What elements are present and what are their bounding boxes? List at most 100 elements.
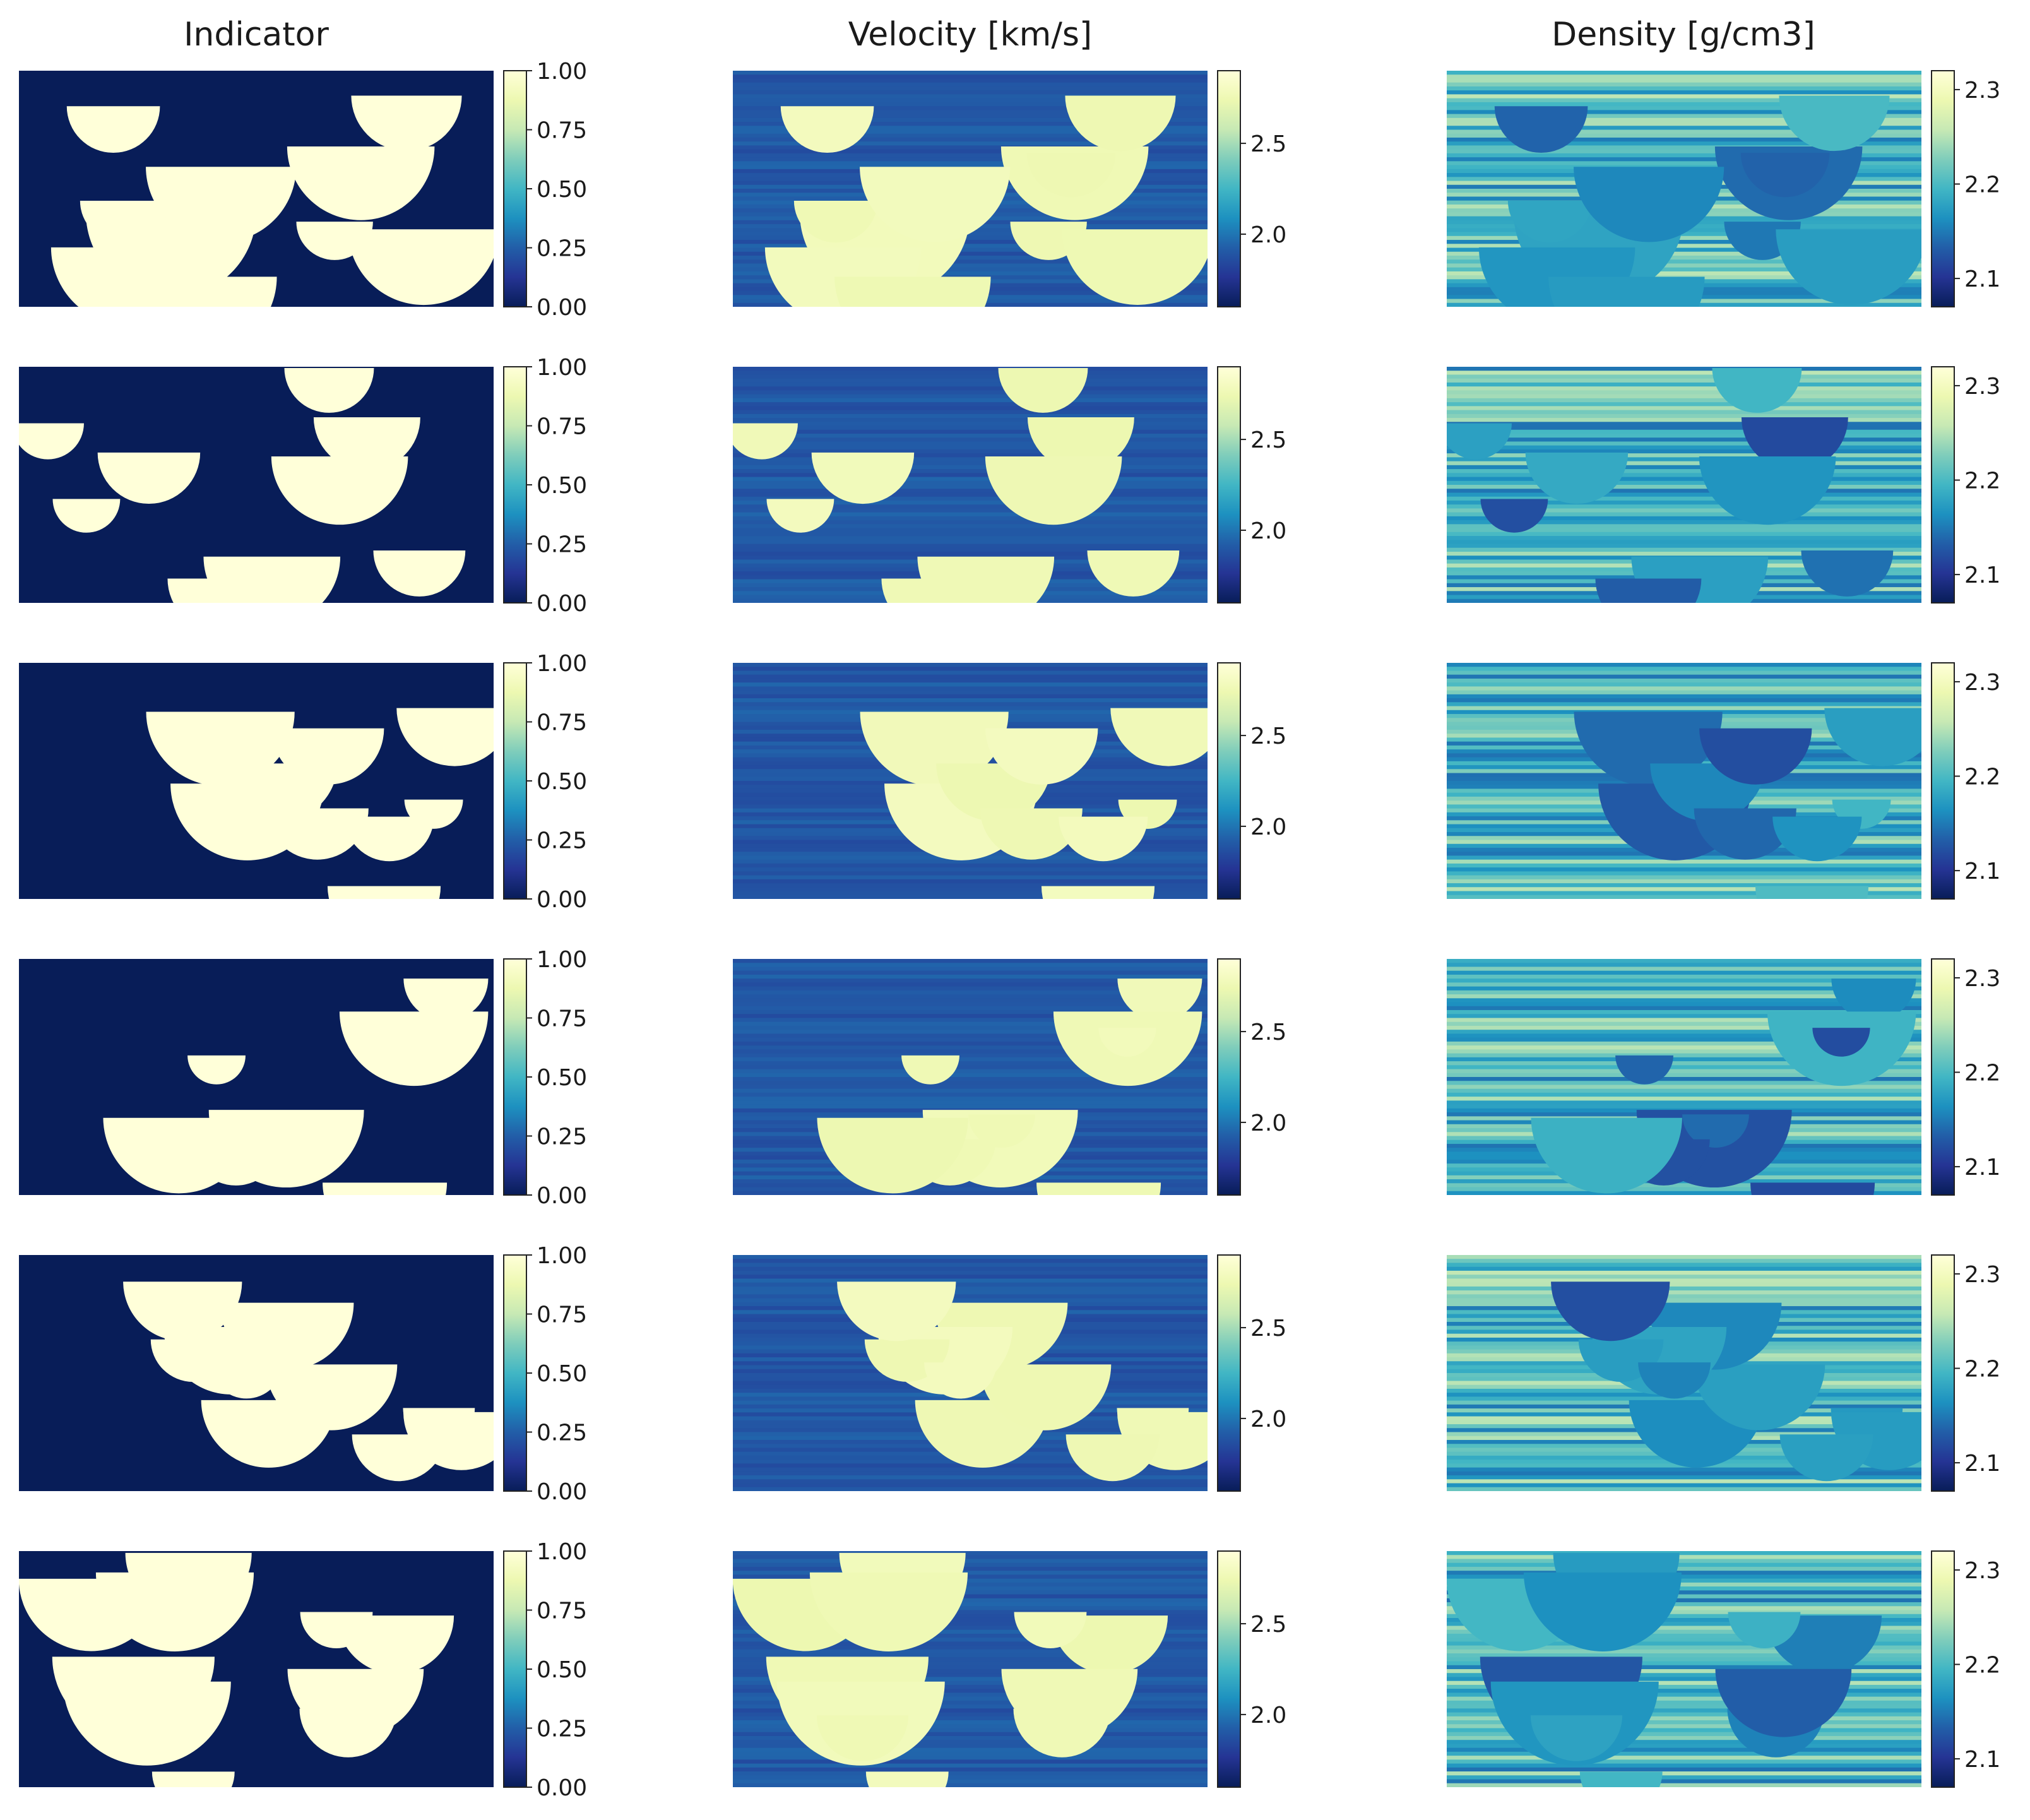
heatmap-stripe bbox=[733, 663, 1208, 667]
heatmap-stripe bbox=[1447, 863, 1921, 868]
heatmap-stripe bbox=[1447, 1610, 1921, 1615]
heatmap-geobody bbox=[151, 1771, 235, 1787]
heatmap-stripe bbox=[733, 998, 1208, 1003]
heatmap-stripe bbox=[1447, 1559, 1921, 1564]
heatmap-geobody bbox=[793, 201, 878, 243]
heatmap-geobody bbox=[1494, 106, 1588, 153]
heatmap-geobody bbox=[123, 1282, 242, 1341]
heatmap-stripe bbox=[733, 90, 1208, 95]
colorbar-tick-label: 0.00 bbox=[537, 1183, 587, 1209]
heatmap-stripe bbox=[733, 1282, 1208, 1287]
heatmap-panel: 2.1 2.2 2.3 bbox=[1447, 1550, 2000, 1788]
heatmap-stripe bbox=[1447, 1294, 1921, 1299]
heatmap-stripe bbox=[733, 1104, 1208, 1109]
colorbar-tick-label: 0.00 bbox=[537, 1775, 587, 1801]
colorbar bbox=[1217, 1550, 1241, 1788]
colorbar-tick-label: 2.5 bbox=[1250, 1020, 1286, 1045]
heatmap-stripe bbox=[1447, 1756, 1921, 1760]
colorbar bbox=[1217, 1254, 1241, 1492]
heatmap-stripe bbox=[1447, 271, 1921, 276]
heatmap-stripe bbox=[1447, 540, 1921, 544]
heatmap-stripe bbox=[733, 1767, 1208, 1772]
heatmap-stripe bbox=[733, 1614, 1208, 1619]
heatmap-stripe bbox=[1447, 547, 1921, 552]
heatmap-stripe bbox=[733, 477, 1208, 482]
heatmap-stripe bbox=[733, 1704, 1208, 1709]
heatmap-geobody bbox=[1595, 578, 1702, 603]
heatmap-stripe bbox=[733, 102, 1208, 107]
heatmap-stripe bbox=[1447, 1708, 1921, 1713]
heatmap-geobody bbox=[1740, 153, 1830, 198]
heatmap-stripe bbox=[733, 271, 1208, 276]
heatmap-stripe bbox=[733, 1684, 1208, 1689]
colorbar-tick-label: 2.5 bbox=[1250, 1612, 1286, 1638]
heatmap-stripe bbox=[1447, 251, 1921, 256]
heatmap-stripe bbox=[733, 674, 1208, 679]
heatmap-geobody bbox=[865, 1771, 949, 1787]
heatmap-stripe bbox=[733, 489, 1208, 493]
heatmap-geobody bbox=[1693, 1364, 1825, 1430]
heatmap-stripe bbox=[733, 859, 1208, 864]
heatmap-stripe bbox=[733, 1578, 1208, 1583]
colorbar-tick-label: 0.75 bbox=[537, 710, 587, 736]
heatmap-stripe bbox=[733, 1673, 1208, 1677]
heatmap-stripe bbox=[1447, 667, 1921, 671]
heatmap-stripe bbox=[1447, 1065, 1921, 1070]
colorbar bbox=[1931, 958, 1955, 1196]
heatmap-geobody bbox=[373, 550, 466, 597]
heatmap-stripe bbox=[1447, 1085, 1921, 1090]
heatmap-stripe bbox=[733, 670, 1208, 675]
heatmap-stripe bbox=[733, 259, 1208, 264]
colorbar bbox=[503, 70, 527, 307]
heatmap-stripe bbox=[733, 508, 1208, 513]
heatmap-stripe bbox=[733, 1266, 1208, 1271]
heatmap-stripe bbox=[1447, 1555, 1921, 1559]
heatmap-panel: 0.00 0.25 0.50 0.75 1.00 bbox=[19, 59, 587, 321]
heatmap-stripe bbox=[1447, 1275, 1921, 1279]
heatmap-stripe bbox=[733, 982, 1208, 987]
heatmap-stripe bbox=[1447, 1037, 1921, 1042]
heatmap-stripe bbox=[733, 690, 1208, 695]
colorbar-tick-label: 2.3 bbox=[1964, 1558, 2000, 1584]
colorbar-tick-label: 2.2 bbox=[1964, 172, 2000, 198]
heatmap-stripe bbox=[733, 863, 1208, 868]
heatmap-stripe bbox=[1447, 247, 1921, 253]
heatmap-geobody bbox=[1014, 1612, 1087, 1648]
heatmap-stripe bbox=[1447, 1594, 1921, 1599]
heatmap-stripe bbox=[1447, 1073, 1921, 1078]
heatmap-stripe bbox=[1447, 473, 1921, 478]
heatmap-stripe bbox=[733, 1290, 1208, 1295]
colorbar-tick-label: 2.3 bbox=[1964, 966, 2000, 992]
heatmap-geobody bbox=[1755, 886, 1869, 899]
heatmap-panel: 2.0 2.5 bbox=[733, 1254, 1286, 1492]
heatmap-stripe bbox=[733, 1551, 1208, 1555]
heatmap-stripe bbox=[1447, 879, 1921, 884]
heatmap-stripe bbox=[1447, 496, 1921, 501]
heatmap-stripe bbox=[733, 480, 1208, 485]
heatmap-stripe bbox=[733, 1594, 1208, 1599]
heatmap-stripe bbox=[1447, 425, 1921, 431]
heatmap-stripe bbox=[733, 1396, 1208, 1401]
heatmap-geobody bbox=[345, 816, 434, 862]
heatmap-stripe bbox=[733, 1259, 1208, 1263]
heatmap-stripe bbox=[1447, 1266, 1921, 1271]
colorbar-tick-label: 0.25 bbox=[537, 1420, 587, 1446]
heatmap-stripe bbox=[1447, 1657, 1921, 1662]
heatmap-stripe bbox=[733, 990, 1208, 995]
heatmap-stripe bbox=[1447, 477, 1921, 482]
colorbar-tick-label: 2.3 bbox=[1964, 374, 2000, 400]
heatmap-stripe bbox=[733, 1586, 1208, 1591]
colorbar bbox=[503, 1550, 527, 1788]
heatmap-stripe bbox=[1447, 532, 1921, 537]
colorbar-tick-label: 0.25 bbox=[537, 532, 587, 558]
heatmap-stripe bbox=[1447, 859, 1921, 864]
heatmap-stripe bbox=[1447, 1467, 1921, 1472]
heatmap-geobody bbox=[1059, 816, 1148, 862]
heatmap-stripe bbox=[733, 1689, 1208, 1693]
heatmap-stripe bbox=[1447, 78, 1921, 83]
colorbar-tick-label: 1.00 bbox=[537, 651, 587, 677]
heatmap-geobody bbox=[1098, 1028, 1156, 1057]
heatmap-geobody bbox=[1530, 1715, 1623, 1761]
heatmap-stripe bbox=[733, 244, 1208, 248]
heatmap-stripe bbox=[733, 126, 1208, 130]
